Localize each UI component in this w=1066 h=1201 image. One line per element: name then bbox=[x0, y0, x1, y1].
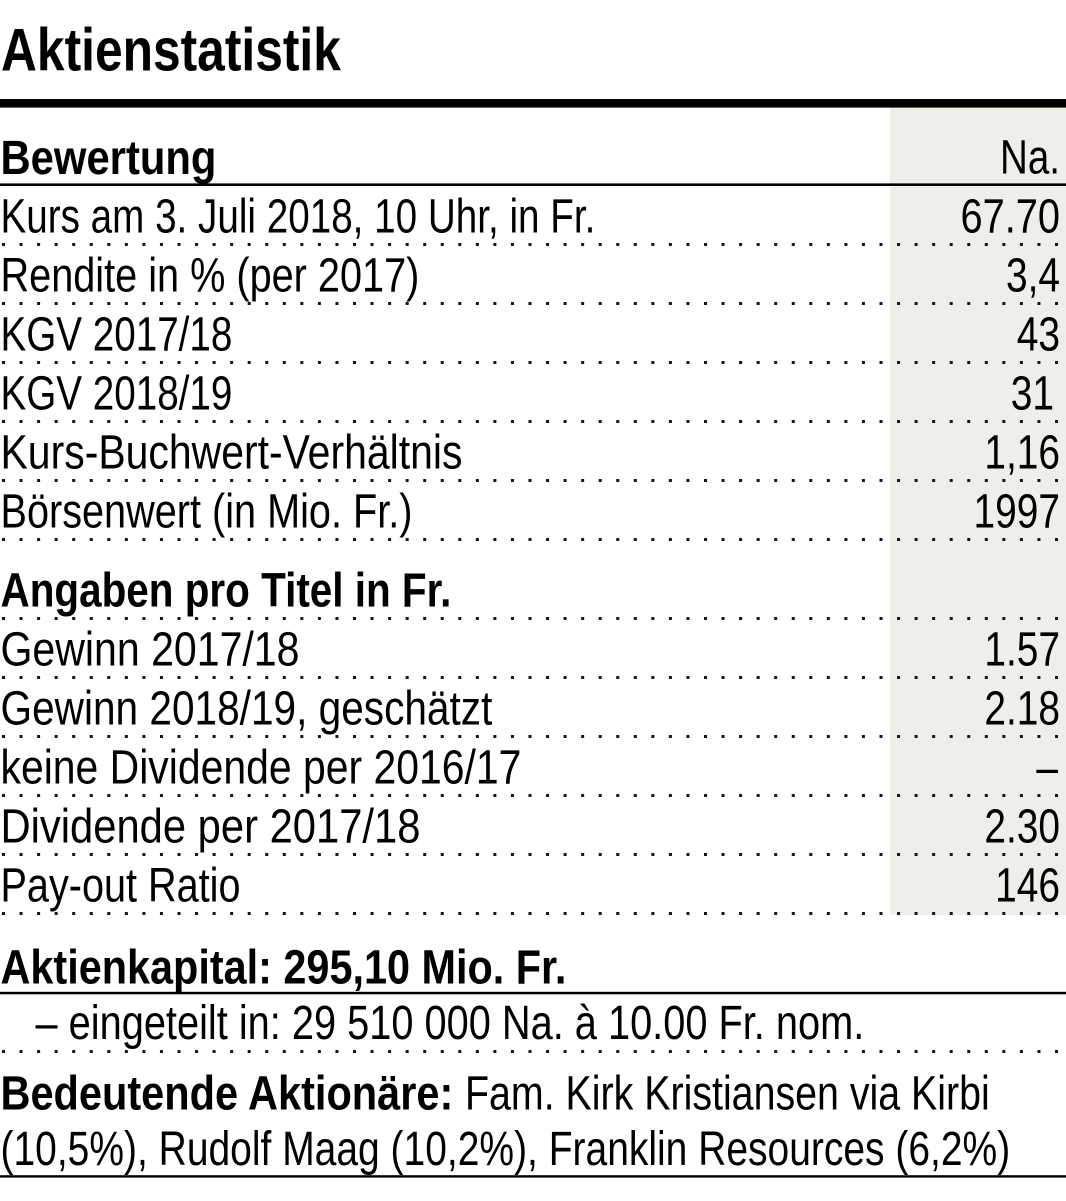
svg-text:Kurs am 3. Juli 2018, 10 Uhr,: Kurs am 3. Juli 2018, 10 Uhr, in Fr. bbox=[1, 191, 596, 244]
svg-text:KGV 2017/18: KGV 2017/18 bbox=[1, 309, 233, 362]
svg-text:– eingeteilt in: 29 510 000 Na: – eingeteilt in: 29 510 000 Na. à 10.00 … bbox=[36, 997, 865, 1050]
svg-text:keine Dividende per 2016/17: keine Dividende per 2016/17 bbox=[1, 742, 522, 795]
svg-text:1.57: 1.57 bbox=[984, 623, 1060, 677]
svg-text:Pay-out Ratio: Pay-out Ratio bbox=[1, 859, 241, 912]
svg-text:31: 31 bbox=[1011, 367, 1054, 421]
svg-text:Dividende per 2017/18: Dividende per 2017/18 bbox=[1, 799, 421, 853]
svg-text:Gewinn 2018/19, geschätzt: Gewinn 2018/19, geschätzt bbox=[1, 682, 493, 735]
svg-text:Kurs-Buchwert-Verhältnis: Kurs-Buchwert-Verhältnis bbox=[1, 427, 463, 480]
svg-text:Bewertung: Bewertung bbox=[1, 130, 217, 184]
svg-text:Na.: Na. bbox=[1000, 132, 1060, 185]
svg-text:2.18: 2.18 bbox=[984, 682, 1060, 736]
svg-text:43: 43 bbox=[1017, 308, 1060, 362]
svg-text:3,4: 3,4 bbox=[1006, 249, 1060, 303]
svg-text:Angaben pro Titel in Fr.: Angaben pro Titel in Fr. bbox=[1, 564, 452, 617]
svg-text:Aktienkapital: 295,10 Mio. Fr.: Aktienkapital: 295,10 Mio. Fr. bbox=[1, 941, 567, 995]
svg-text:–: – bbox=[1036, 741, 1058, 795]
svg-text:(10,5%), Rudolf Maag (10,2%),: (10,5%), Rudolf Maag (10,2%), Franklin R… bbox=[1, 1122, 1011, 1176]
svg-text:Aktienstatistik: Aktienstatistik bbox=[1, 16, 341, 84]
svg-text:Gewinn 2017/18: Gewinn 2017/18 bbox=[1, 624, 300, 677]
svg-text:Rendite in % (per 2017): Rendite in % (per 2017) bbox=[1, 249, 420, 302]
svg-text:Fam. Kirk Kristiansen via Kirb: Fam. Kirk Kristiansen via Kirbi bbox=[465, 1067, 990, 1121]
svg-text:146: 146 bbox=[995, 859, 1060, 913]
svg-text:Bedeutende Aktionäre:: Bedeutende Aktionäre: bbox=[1, 1066, 454, 1121]
svg-text:1997: 1997 bbox=[974, 485, 1060, 539]
svg-text:2.30: 2.30 bbox=[984, 800, 1060, 854]
svg-text:Börsenwert (in Mio. Fr.): Börsenwert (in Mio. Fr.) bbox=[1, 485, 413, 538]
svg-text:1,16: 1,16 bbox=[984, 426, 1060, 480]
svg-text:67.70: 67.70 bbox=[961, 190, 1060, 243]
svg-text:KGV 2018/19: KGV 2018/19 bbox=[1, 368, 233, 421]
